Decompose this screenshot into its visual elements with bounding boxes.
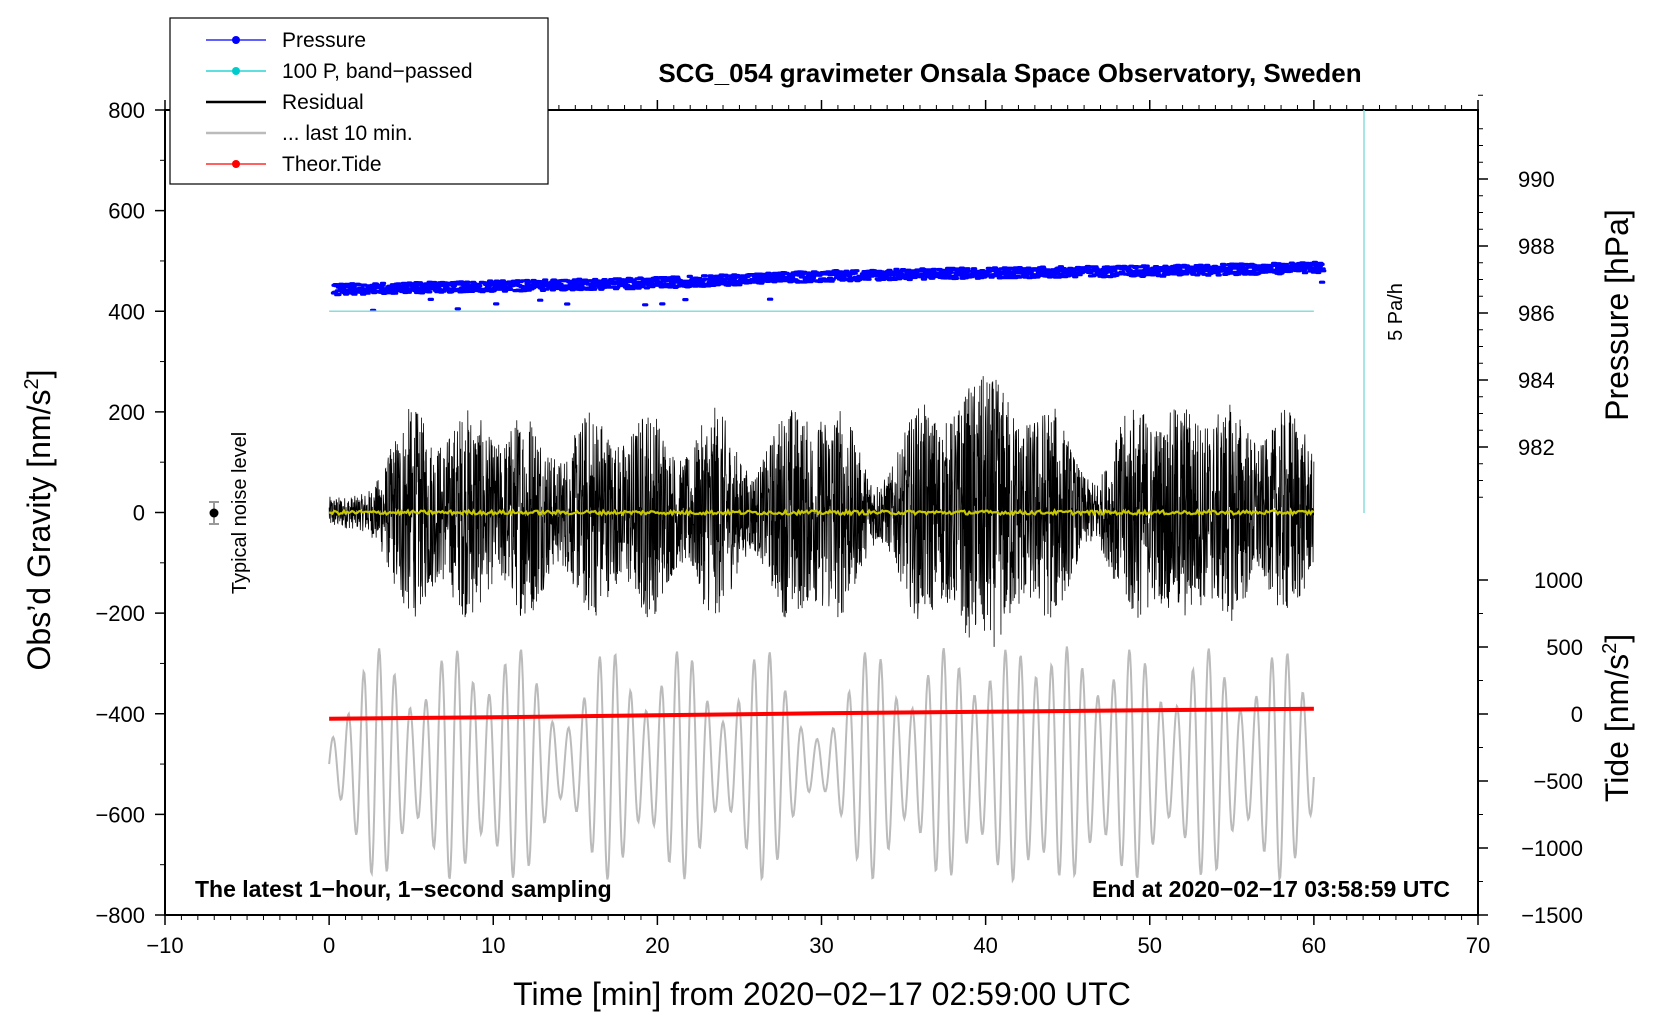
legend-label: Theor.Tide bbox=[282, 153, 382, 176]
noise-label: Typical noise level bbox=[229, 432, 251, 594]
legend-marker bbox=[232, 67, 240, 75]
tide-tick-label: −500 bbox=[1533, 769, 1583, 794]
x-tick-label: 20 bbox=[645, 933, 669, 958]
legend-label: Pressure bbox=[282, 29, 366, 52]
chart-title: SCG_054 gravimeter Onsala Space Observat… bbox=[658, 58, 1361, 88]
x-tick-label: 70 bbox=[1466, 933, 1490, 958]
y-tick-label: 800 bbox=[108, 98, 145, 123]
pressure-series bbox=[330, 260, 1327, 312]
axis-ticks: −10 0 10 20 30 40 50 60 70 800 600 400 200 0 −200 −400 −… bbox=[95, 94, 1583, 958]
legend: Pressure 100 P, band−passed Residual ... la… bbox=[169, 17, 549, 185]
last-10-min-series bbox=[328, 646, 1315, 884]
x-tick-label: 30 bbox=[809, 933, 833, 958]
legend-label: Residual bbox=[282, 91, 364, 114]
theoretical-tide-line bbox=[329, 706, 1314, 721]
tide-tick-label: 1000 bbox=[1534, 568, 1583, 593]
scale-bar: 5 Pa/h bbox=[1363, 110, 1407, 513]
y-tick-label: 200 bbox=[108, 400, 145, 425]
x-tick-label: −10 bbox=[146, 933, 183, 958]
pressure-tick-label: 988 bbox=[1518, 234, 1555, 259]
y-tick-label: 0 bbox=[133, 501, 145, 526]
footer-right-label: End at 2020−02−17 03:58:59 UTC bbox=[1092, 876, 1450, 902]
y-axis-pressure-label: Pressure [hPa] bbox=[1599, 209, 1635, 421]
pressure-dots bbox=[330, 260, 1327, 312]
footer-left-label: The latest 1−hour, 1−second sampling bbox=[195, 876, 612, 902]
residual-series bbox=[328, 376, 1315, 647]
tide-tick-label: 0 bbox=[1571, 702, 1583, 727]
legend-label: 100 P, band−passed bbox=[282, 60, 473, 83]
pressure-tick-label: 984 bbox=[1518, 368, 1555, 393]
x-tick-label: 0 bbox=[323, 933, 335, 958]
pressure-tick-label: 982 bbox=[1518, 435, 1555, 460]
legend-marker bbox=[232, 36, 240, 44]
tide-tick-label: 500 bbox=[1546, 635, 1583, 660]
x-tick-label: 10 bbox=[481, 933, 505, 958]
y-tick-label: −400 bbox=[95, 702, 145, 727]
tide-tick-label: −1000 bbox=[1521, 836, 1583, 861]
y-tick-label: −800 bbox=[95, 903, 145, 928]
legend-marker bbox=[232, 160, 240, 168]
theoretical-tide-series bbox=[329, 706, 1314, 721]
residual-line bbox=[328, 376, 1315, 647]
tide-tick-label: −1500 bbox=[1521, 903, 1583, 928]
y-axis-tide-label: Tide [nm/s2] bbox=[1599, 634, 1635, 802]
x-tick-label: 50 bbox=[1138, 933, 1162, 958]
y-tick-label: 600 bbox=[108, 199, 145, 224]
y-axis-left-label: Obs’d Gravity [nm/s2] bbox=[21, 370, 57, 671]
residual-smoothed-line bbox=[328, 508, 1315, 517]
last-10-min-line bbox=[328, 646, 1315, 884]
pressure-tick-label: 990 bbox=[1518, 167, 1555, 192]
y-tick-label: −200 bbox=[95, 601, 145, 626]
legend-label: ... last 10 min. bbox=[282, 122, 413, 145]
pressure-tick-label: 986 bbox=[1518, 301, 1555, 326]
x-tick-label: 60 bbox=[1302, 933, 1326, 958]
scale-bar-label: 5 Pa/h bbox=[1385, 283, 1407, 341]
x-axis-label: Time [min] from 2020−02−17 02:59:00 UTC bbox=[513, 976, 1131, 1012]
x-tick-label: 40 bbox=[973, 933, 997, 958]
y-tick-label: −600 bbox=[95, 802, 145, 827]
y-tick-label: 400 bbox=[108, 299, 145, 324]
noise-marker bbox=[209, 501, 219, 525]
